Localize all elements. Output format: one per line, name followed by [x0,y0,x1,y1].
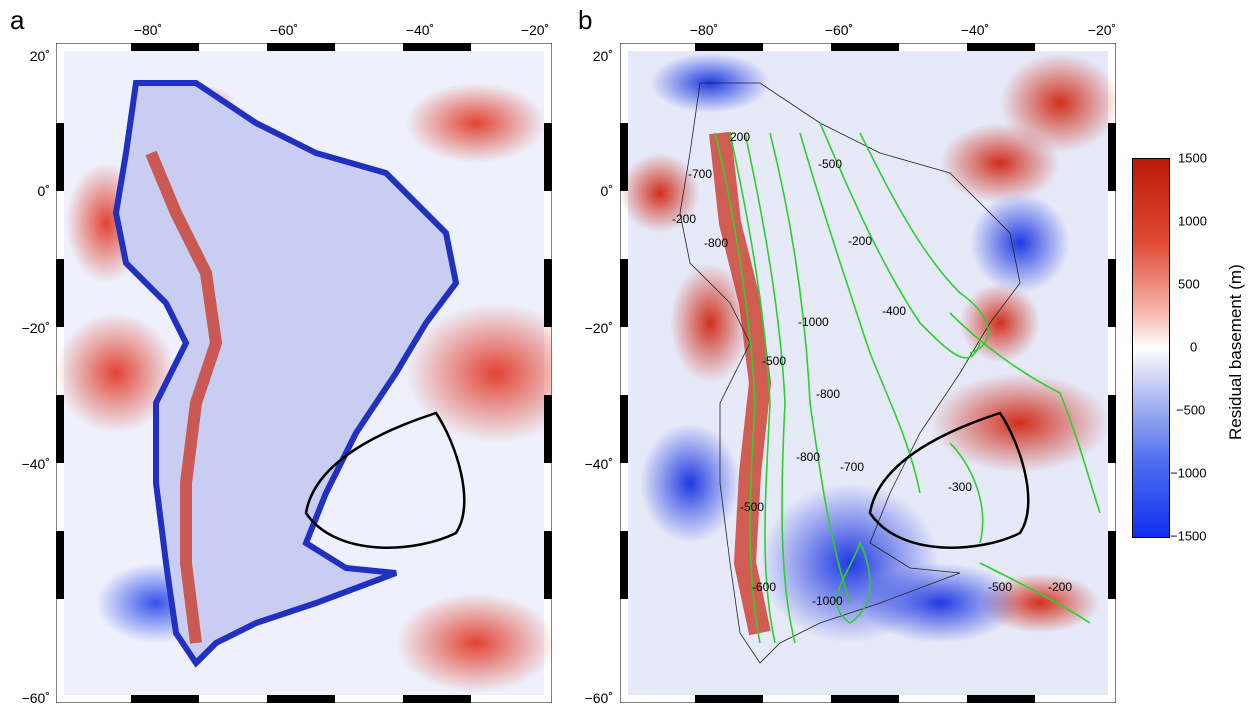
panel-a-lon-tick: −80˚ [133,22,163,38]
contour-label: -300 [948,480,972,494]
panel-b-lat-tick: −40˚ [584,456,613,472]
panel-a-lon-tick: −20˚ [520,22,550,38]
contour-label: -500 [740,500,764,514]
anomaly-outline [304,411,466,549]
colorbar-tick: 1500 [1178,150,1207,166]
contour-label: -600 [752,580,776,594]
contour-label: -200 [672,212,696,226]
panel-b-lat-tick: −60˚ [584,690,613,706]
panel-b-lat-tick: 0˚ [600,183,613,199]
panel-a-lat-tick: −60˚ [21,690,50,706]
panel-b-lon-tick: −20˚ [1087,22,1117,38]
contour-label: -200 [1048,580,1072,594]
colorbar-tick: 1000 [1178,213,1207,229]
contour-label: -700 [840,460,864,474]
colorbar-tick: −1000 [1170,465,1207,481]
panel-b-lon-tick: −80˚ [689,22,719,38]
contour-label: -500 [818,157,842,171]
panel-a-lat-tick: 0˚ [37,183,50,199]
colorbar [1132,158,1170,538]
panel-a-map [55,42,586,704]
contour-label: -800 [704,236,728,250]
colorbar-tick: −1500 [1170,528,1207,544]
contour-label: -800 [816,387,840,401]
panel-b-lon-tick: −40˚ [960,22,990,38]
contour-label: -500 [762,354,786,368]
panel-b-map: -700 -200 200 -500 -800 -200 -1000 -400 … [619,42,1120,704]
contour-label: -400 [882,304,906,318]
panel-a-lon-tick: −60˚ [269,22,299,38]
panel-a-lat-tick: 20˚ [29,48,50,64]
colorbar-tick: −500 [1176,402,1206,418]
anomaly-outline [868,411,1030,549]
colorbar-title: Residual basement (m) [1226,264,1245,440]
contour-label: -200 [848,234,872,248]
continent-shape [112,80,460,668]
panel-b-map-svg: -700 -200 200 -500 -800 -200 -1000 -400 … [619,42,1120,704]
contour-label: -500 [988,580,1012,594]
panel-b-lat-tick: 20˚ [592,48,613,64]
contour-label: 200 [730,130,750,144]
panel-a-lat-tick: −40˚ [21,456,50,472]
coastline [679,82,1021,664]
contour-label: -1000 [798,315,829,329]
panel-a-lat-tick: −20˚ [21,320,50,336]
contour-label: -700 [688,167,712,181]
contour-lines [714,122,1101,644]
panel-a-lon-tick: −40˚ [405,22,435,38]
panel-b-lat-tick: −20˚ [584,320,613,336]
panel-a-map-svg [55,42,586,704]
panel-b-letter: b [578,5,593,35]
contour-label: -1000 [812,594,843,608]
colorbar-tick: 0 [1190,339,1198,355]
colorbar-tick: 500 [1178,276,1200,292]
panel-a-letter: a [10,5,25,35]
contour-label: -800 [796,450,820,464]
panel-b-lon-tick: −60˚ [824,22,854,38]
